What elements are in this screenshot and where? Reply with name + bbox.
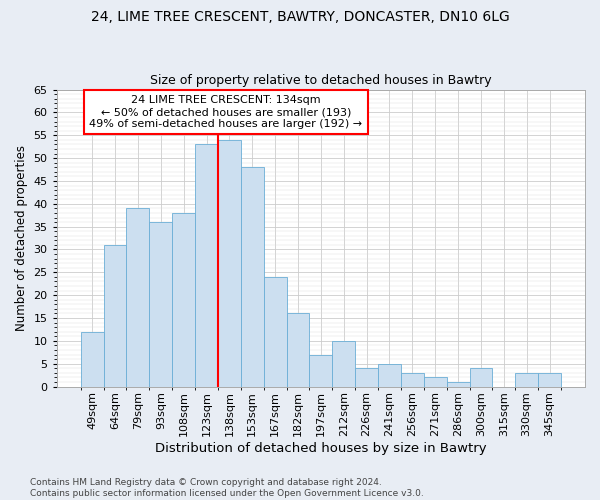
- Bar: [263, 277, 287, 386]
- Title: Size of property relative to detached houses in Bawtry: Size of property relative to detached ho…: [150, 74, 491, 87]
- Bar: [218, 140, 241, 386]
- Text: 24, LIME TREE CRESCENT, BAWTRY, DONCASTER, DN10 6LG: 24, LIME TREE CRESCENT, BAWTRY, DONCASTE…: [91, 10, 509, 24]
- Bar: [241, 167, 263, 386]
- Bar: [515, 373, 538, 386]
- Bar: [149, 222, 172, 386]
- Bar: [81, 332, 104, 386]
- Bar: [332, 341, 355, 386]
- Bar: [104, 245, 127, 386]
- Bar: [538, 373, 561, 386]
- Bar: [424, 378, 446, 386]
- Bar: [355, 368, 378, 386]
- Bar: [401, 373, 424, 386]
- Bar: [127, 208, 149, 386]
- Bar: [378, 364, 401, 386]
- Text: Contains HM Land Registry data © Crown copyright and database right 2024.
Contai: Contains HM Land Registry data © Crown c…: [30, 478, 424, 498]
- Bar: [172, 213, 195, 386]
- Bar: [470, 368, 493, 386]
- Bar: [446, 382, 470, 386]
- Y-axis label: Number of detached properties: Number of detached properties: [15, 145, 28, 331]
- Bar: [310, 354, 332, 386]
- X-axis label: Distribution of detached houses by size in Bawtry: Distribution of detached houses by size …: [155, 442, 487, 455]
- Text: 24 LIME TREE CRESCENT: 134sqm
← 50% of detached houses are smaller (193)
49% of : 24 LIME TREE CRESCENT: 134sqm ← 50% of d…: [89, 96, 362, 128]
- Bar: [195, 144, 218, 386]
- Bar: [287, 314, 310, 386]
